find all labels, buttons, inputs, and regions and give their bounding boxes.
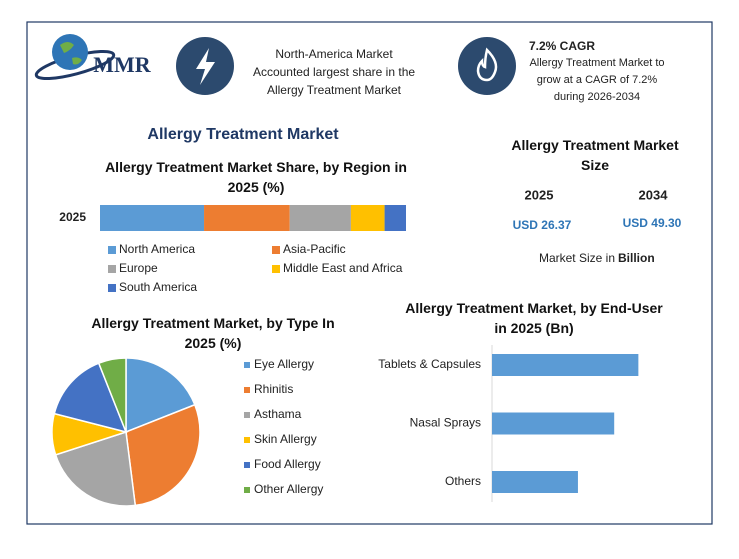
- legend-swatch: [244, 487, 250, 493]
- bar-segment: [289, 205, 351, 231]
- category-label: 2025: [59, 210, 86, 224]
- legend-label: Middle East and Africa: [283, 261, 403, 275]
- bar: [492, 354, 639, 376]
- category-label: Others: [445, 474, 481, 488]
- legend-label: Skin Allergy: [254, 432, 317, 446]
- icon-flame: [458, 37, 516, 95]
- size-value: USD 26.37: [513, 218, 572, 232]
- legend-swatch: [244, 362, 250, 368]
- cagr-line: Allergy Treatment Market to: [529, 57, 664, 69]
- chart-title: Allergy Treatment Market, by End-User in…: [405, 300, 663, 336]
- legend-label: Other Allergy: [254, 482, 323, 496]
- logo: MMR: [34, 34, 152, 81]
- category-label: Nasal Sprays: [410, 416, 481, 430]
- legend-swatch: [108, 246, 116, 254]
- legend-swatch: [244, 387, 250, 393]
- legend-swatch: [244, 412, 250, 418]
- legend-swatch: [108, 265, 116, 273]
- legend-label: Rhinitis: [254, 382, 293, 396]
- size-note: Market Size in: [539, 251, 615, 265]
- bar-segment: [384, 205, 406, 231]
- chart-title: Allergy Treatment Market, by Type In 202…: [91, 315, 335, 351]
- cagr-line: grow at a CAGR of 7.2%: [537, 74, 658, 86]
- legend-swatch: [244, 462, 250, 468]
- pie-slice: [54, 431, 137, 507]
- category-label: Tablets & Capsules: [378, 357, 481, 371]
- bolt: [196, 48, 215, 85]
- pie-slice: [125, 403, 201, 507]
- pie-slice: [97, 357, 127, 433]
- bar-segment: [350, 205, 385, 231]
- legend-swatch: [272, 265, 280, 273]
- bar: [492, 471, 578, 493]
- legend-label: North America: [119, 242, 195, 256]
- size-title: Allergy Treatment Market Size: [511, 137, 679, 173]
- frame: [26, 21, 713, 525]
- legend-swatch: [244, 437, 250, 443]
- legend-label: Europe: [119, 261, 158, 275]
- size-unit: Billion: [618, 251, 655, 265]
- bar-segment: [204, 205, 290, 231]
- pie-slice: [53, 362, 128, 434]
- highlight-line: North-America Market: [275, 47, 393, 61]
- main-title: Allergy Treatment Market: [147, 126, 339, 143]
- legend-label: Asia-Pacific: [283, 242, 346, 256]
- legend-label: South America: [119, 280, 197, 294]
- flame: [476, 47, 498, 82]
- legend-label: Eye Allergy: [254, 357, 314, 371]
- bar-segment: [100, 205, 205, 231]
- year: 2025: [525, 187, 554, 202]
- legend-swatch: [272, 246, 280, 254]
- highlight-line: Accounted largest share in the: [253, 65, 415, 79]
- size-value: USD 49.30: [623, 216, 682, 230]
- highlight-line: Allergy Treatment Market: [267, 83, 402, 97]
- cagr-line: during 2026-2034: [554, 91, 640, 103]
- legend-label: Food Allergy: [254, 457, 321, 471]
- bar: [492, 412, 615, 435]
- legend-label: Asthama: [254, 407, 302, 421]
- year: 2034: [639, 187, 669, 202]
- legend-swatch: [108, 284, 116, 292]
- pie-slice: [125, 357, 196, 434]
- logo-text: MMR: [93, 52, 152, 77]
- cagr-title: 7.2% CAGR: [529, 39, 595, 53]
- chart-title: Allergy Treatment Market Share, by Regio…: [105, 159, 407, 195]
